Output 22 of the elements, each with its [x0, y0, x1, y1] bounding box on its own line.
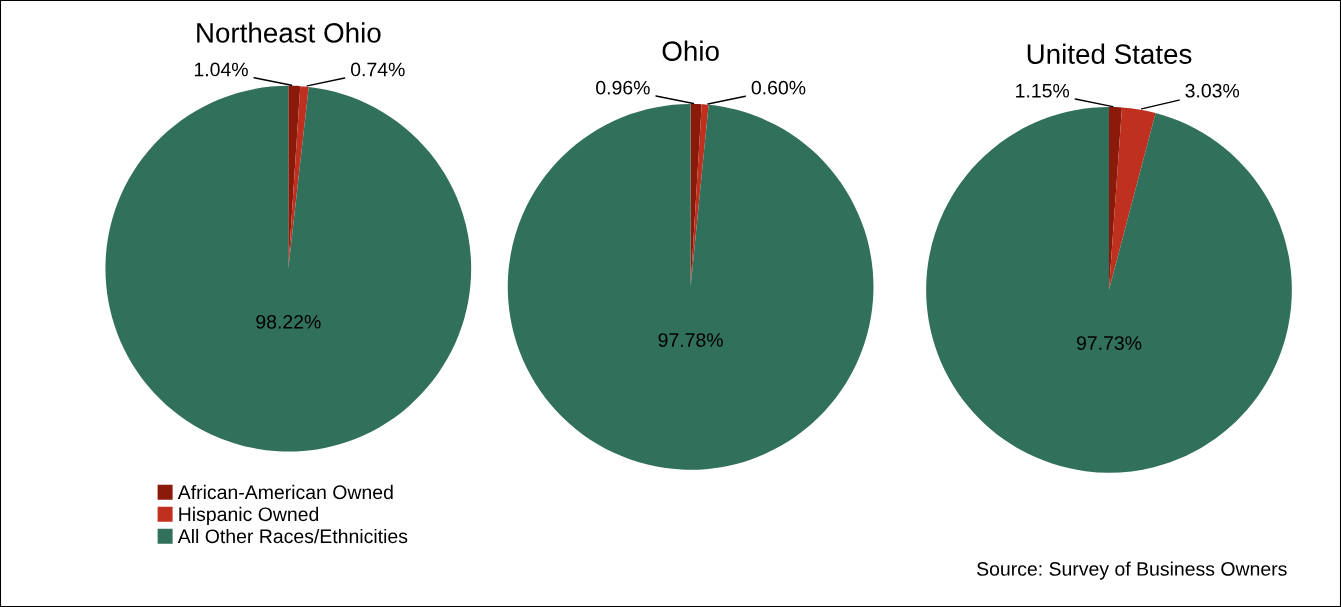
pie-slice	[1109, 107, 1156, 290]
pie-slice	[105, 85, 472, 452]
data-label: 1.15%	[1016, 83, 1070, 98]
pie-slice	[507, 103, 874, 470]
source-note: Source: Survey of Business Owners	[977, 561, 1287, 580]
legend-label: African-American Owned	[177, 484, 393, 500]
data-label: 0.96%	[596, 80, 650, 95]
data-label: 97.73%	[1076, 336, 1142, 350]
pie-slice	[288, 85, 301, 269]
chart-title: Ohio	[662, 40, 719, 61]
chart-title: United States	[1027, 43, 1192, 64]
data-label: 97.78%	[658, 333, 723, 347]
legend-label: All Other Races/Ethnicities	[177, 528, 408, 544]
chart-title: Northeast Ohio	[197, 22, 381, 43]
data-label: 0.60%	[751, 80, 806, 95]
legend-label: Hispanic Owned	[179, 506, 319, 525]
data-label: 1.04%	[194, 62, 248, 77]
pie-slice	[926, 107, 1292, 473]
data-label: 98.22%	[256, 314, 321, 329]
data-label: 3.03%	[1185, 83, 1240, 98]
pie-slice	[288, 86, 309, 269]
data-label: 0.74%	[350, 62, 405, 77]
